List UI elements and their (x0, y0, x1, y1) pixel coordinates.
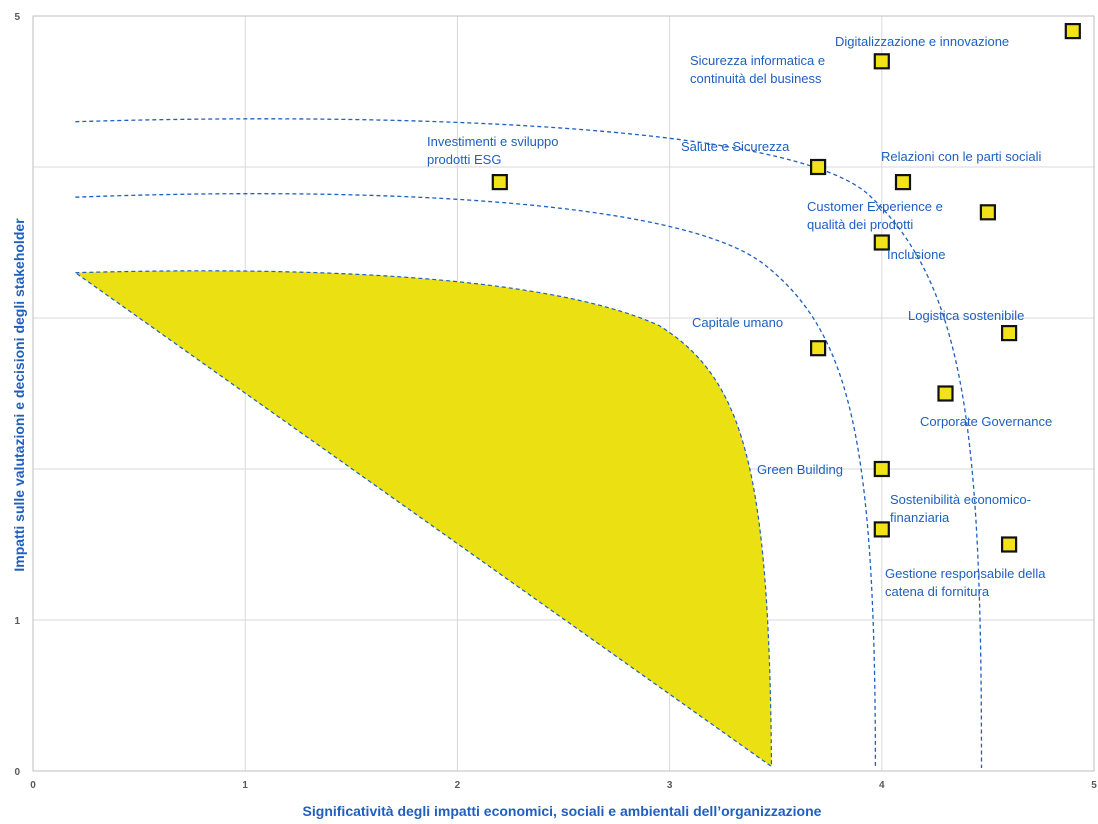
data-point-marker (894, 174, 912, 191)
data-point-marker (979, 204, 997, 221)
x-tick-label: 3 (667, 780, 673, 791)
data-point-marker (873, 53, 890, 70)
x-tick-label: 2 (455, 780, 461, 791)
data-labels: Digitalizzazione e innovazione Sicurezza … (427, 34, 1052, 599)
data-point-label: Salute e Sicurezza (681, 139, 790, 154)
data-point-marker (809, 158, 827, 176)
data-point-label: Relazioni con le parti sociali (881, 149, 1042, 164)
plot-border (32, 15, 1095, 772)
data-point-label: Green Building (757, 462, 843, 477)
data-point-label: Digitalizzazione e innovazione (835, 34, 1009, 49)
data-point-label: Sostenibilità economico-finanziaria (890, 492, 1031, 525)
data-point-label: Gestione responsabile della catena di for… (885, 566, 1046, 599)
x-tick-label: 1 (242, 780, 248, 791)
x-tick-label: 5 (1091, 780, 1097, 791)
x-axis-title: Significatività degli impatti economici,… (303, 803, 822, 819)
y-axis-title: Impatti sulle valutazioni e decisioni de… (11, 218, 27, 572)
data-point-marker (1000, 325, 1018, 342)
data-point-label: Inclusione (887, 247, 946, 262)
x-tick-label: 4 (879, 780, 885, 791)
data-point-label: Investimenti e sviluppo prodotti ESG (427, 134, 559, 167)
tick-labels: 0 1 2 3 4 5 0 1 5 (14, 12, 1097, 791)
data-point-marker (809, 340, 827, 357)
data-point-marker (873, 521, 890, 538)
x-tick-label: 0 (30, 780, 36, 791)
data-point-marker (937, 385, 954, 402)
y-tick-label: 0 (14, 767, 20, 778)
data-points (491, 23, 1081, 553)
data-point-label: Customer Experience e qualità dei prodott… (807, 199, 943, 232)
data-point-label: Corporate Governance (920, 414, 1052, 429)
data-point-marker (873, 460, 890, 478)
data-point-label: Capitale umano (692, 315, 783, 330)
data-point-label: Logistica sostenibile (908, 308, 1024, 323)
y-tick-label: 5 (14, 12, 20, 23)
threshold-curve-outer (75, 118, 983, 769)
materiality-area (73, 270, 773, 768)
data-point-marker (1064, 23, 1081, 40)
y-tick-label: 1 (14, 616, 20, 627)
data-point-label: Sicurezza informatica e continuità del bu… (690, 53, 825, 86)
threshold-curve-inner (75, 193, 877, 769)
data-point-marker (873, 234, 890, 251)
data-point-marker (1000, 536, 1018, 553)
data-point-marker (491, 174, 508, 191)
